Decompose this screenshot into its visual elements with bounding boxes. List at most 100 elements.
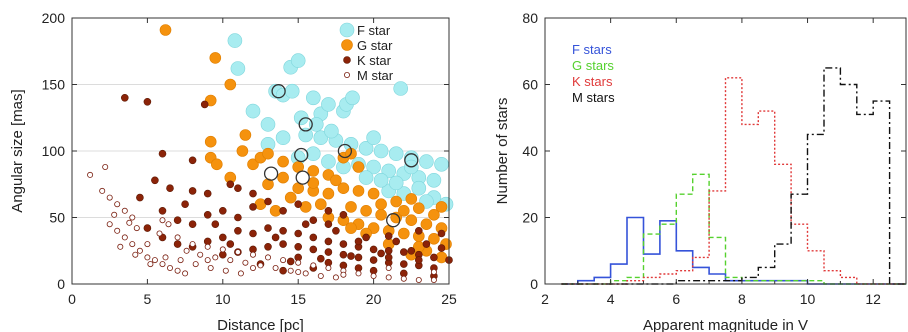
data-point [226, 240, 235, 248]
x-tick-label: 8 [738, 291, 746, 307]
data-point [430, 253, 438, 262]
data-point [310, 262, 317, 269]
data-point [393, 81, 409, 96]
data-point [183, 247, 190, 254]
data-point [392, 237, 401, 246]
y-tick-label: 20 [522, 210, 538, 226]
data-point [407, 247, 416, 255]
data-point [412, 202, 425, 214]
data-point [257, 262, 264, 269]
x-tick-label: 15 [290, 291, 306, 307]
data-point [227, 33, 243, 48]
scatter-panel: 0 5 10 15 20 25 0 50 100 150 200 Distance [pc] Angul… [9, 10, 457, 332]
data-point [294, 147, 309, 163]
data-point [212, 254, 219, 261]
data-point [339, 240, 348, 248]
data-point [245, 103, 261, 119]
data-point [209, 52, 222, 64]
data-point [309, 216, 318, 224]
data-point [295, 259, 302, 266]
data-point [279, 240, 287, 248]
data-point [397, 205, 410, 217]
data-point [143, 98, 152, 106]
data-point [305, 90, 321, 106]
data-point [181, 200, 189, 208]
data-point [211, 158, 223, 171]
data-point [271, 84, 286, 99]
data-point [337, 182, 350, 194]
data-point [422, 240, 431, 248]
data-point [375, 198, 387, 210]
data-point [203, 211, 212, 219]
data-point [249, 203, 257, 211]
data-point [262, 147, 274, 160]
data-point [147, 261, 154, 268]
histogram-series [561, 173, 906, 285]
data-point [133, 225, 140, 232]
data-point [384, 247, 393, 255]
data-point [226, 180, 235, 189]
data-point [302, 270, 309, 277]
data-point [295, 268, 302, 275]
data-point [114, 227, 121, 234]
y-tick-label: 0 [530, 276, 538, 292]
data-point [397, 227, 410, 240]
data-point [294, 200, 303, 208]
data-point [377, 249, 385, 258]
data-point [354, 253, 363, 262]
data-point [264, 254, 271, 261]
data-point [188, 220, 197, 228]
data-point [366, 159, 381, 175]
data-point [236, 145, 249, 157]
data-point [121, 94, 129, 102]
data-point [337, 143, 353, 159]
data-point [369, 256, 378, 264]
data-point [264, 197, 272, 206]
data-point [411, 180, 427, 196]
data-point [420, 218, 433, 230]
x-tick-label: 5 [144, 291, 152, 307]
data-point [264, 243, 272, 251]
data-point [204, 135, 217, 148]
data-point [415, 276, 422, 283]
data-point [239, 129, 252, 141]
y-tick-label: 50 [49, 210, 65, 226]
data-point [136, 193, 144, 202]
data-point [279, 227, 287, 235]
data-point [325, 264, 332, 271]
data-point [301, 220, 310, 228]
data-point [405, 214, 418, 226]
x-tick-label: 12 [865, 291, 881, 307]
data-point [224, 78, 237, 91]
data-point [277, 155, 289, 168]
data-point [430, 268, 437, 275]
data-point [305, 146, 321, 161]
legend-label: G stars [572, 58, 614, 73]
data-point [430, 276, 437, 283]
data-point [284, 191, 297, 204]
x-tick-label: 6 [672, 291, 680, 307]
data-point [249, 229, 257, 238]
y-tick-label: 80 [522, 10, 538, 26]
data-point [114, 201, 121, 208]
data-point [242, 259, 249, 266]
data-point [366, 130, 381, 145]
data-point [174, 267, 181, 274]
y-tick-label: 100 [42, 143, 66, 159]
data-point [275, 130, 291, 145]
data-point [207, 264, 214, 271]
data-point [219, 233, 227, 242]
x-tick-label: 10 [215, 291, 231, 307]
data-point [197, 251, 204, 258]
data-point [405, 193, 418, 205]
data-point [426, 173, 442, 188]
data-point [330, 174, 342, 187]
x-axis-label: Apparent magnitude in V [643, 317, 808, 332]
legend-label: F star [357, 23, 391, 38]
data-point [203, 189, 212, 198]
data-point [385, 264, 392, 271]
data-point [435, 201, 448, 213]
data-point [400, 275, 407, 282]
histogram-series [561, 216, 906, 285]
